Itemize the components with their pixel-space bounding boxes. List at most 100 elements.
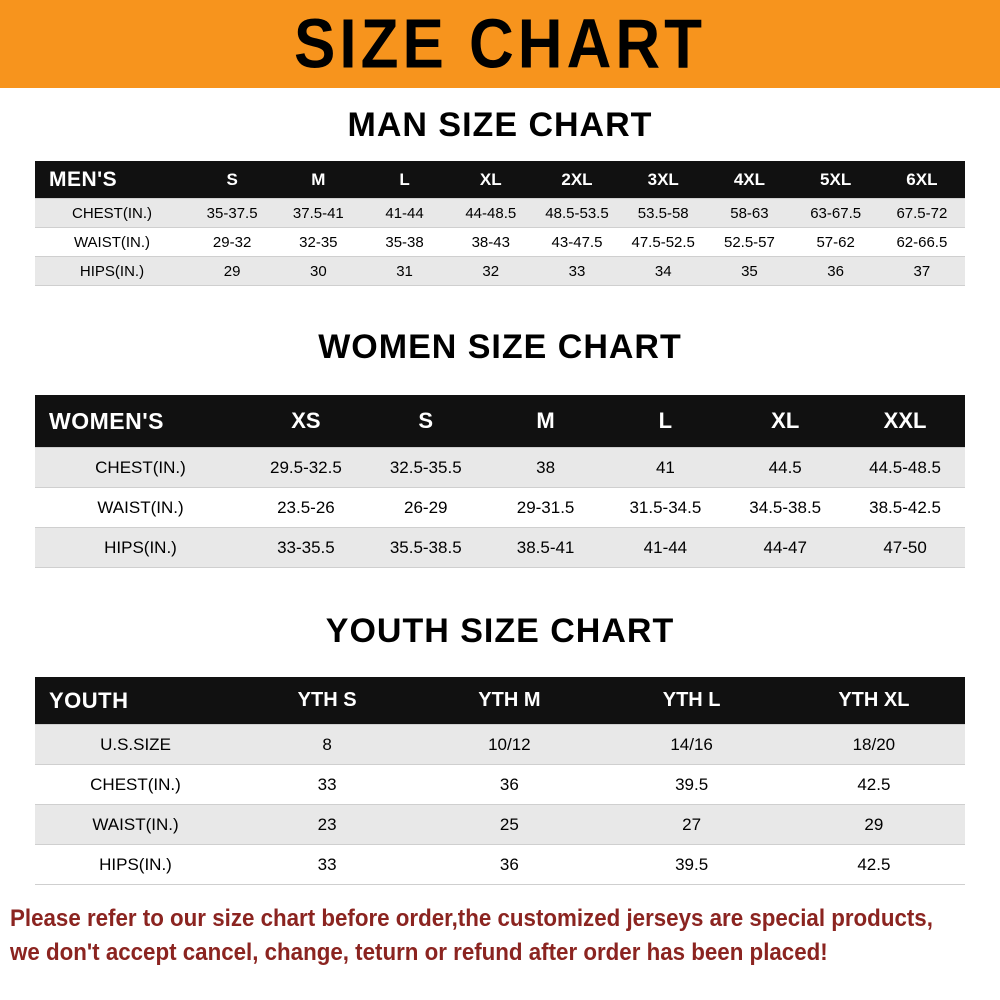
column-header: XL xyxy=(725,395,846,448)
table-label: WOMEN'S xyxy=(35,395,246,448)
size-value-cell: 38-43 xyxy=(447,227,534,257)
size-value-cell: 43-47.5 xyxy=(533,227,621,257)
size-value-cell: 31.5-34.5 xyxy=(605,487,726,528)
size-value-cell: 41-44 xyxy=(605,527,726,568)
size-value-cell: 44.5 xyxy=(725,447,846,488)
column-header: XL xyxy=(447,161,534,199)
youth-size-table: YOUTH YTH S YTH M YTH L YTH XL U.S.SIZE 8 10/12… xyxy=(35,677,965,885)
size-value-cell: 26-29 xyxy=(365,487,486,528)
youth-size-chart-section: YOUTH SIZE CHART YOUTH YTH S YTH M YTH L YTH… xyxy=(0,612,1000,885)
size-value-cell: 35-37.5 xyxy=(189,198,276,228)
size-value-cell: 29 xyxy=(782,804,965,845)
column-header: YTH XL xyxy=(782,677,965,725)
size-value-cell: 29-31.5 xyxy=(485,487,606,528)
table-row: WAIST(IN.) 23 25 27 29 xyxy=(35,804,965,845)
size-value-cell: 36 xyxy=(418,844,601,885)
men-size-table: MEN'S S M L XL 2XL 3XL 4XL 5XL 6XL CHEST(IN.) 35-37… xyxy=(35,161,965,286)
size-value-cell: 14/16 xyxy=(600,724,783,765)
size-value-cell: 53.5-58 xyxy=(620,198,707,228)
size-value-cell: 47-50 xyxy=(845,527,965,568)
table-row: CHEST(IN.) 33 36 39.5 42.5 xyxy=(35,764,965,805)
women-size-table: WOMEN'S XS S M L XL XXL CHEST(IN.) 29.5-32.5 32.5… xyxy=(35,395,965,568)
column-header: 4XL xyxy=(706,161,793,199)
row-label: HIPS(IN.) xyxy=(35,527,246,568)
column-header: YTH S xyxy=(236,677,419,725)
size-value-cell: 23.5-26 xyxy=(246,487,366,528)
table-row: HIPS(IN.) 33 36 39.5 42.5 xyxy=(35,844,965,885)
table-row: CHEST(IN.) 29.5-32.5 32.5-35.5 38 41 44.5 44.5… xyxy=(35,447,965,488)
row-label: HIPS(IN.) xyxy=(35,844,236,885)
header-row: WOMEN'S XS S M L XL XXL xyxy=(35,395,965,448)
row-label: WAIST(IN.) xyxy=(35,227,189,257)
size-value-cell: 63-67.5 xyxy=(792,198,879,228)
row-label: CHEST(IN.) xyxy=(35,764,236,805)
table-row: WAIST(IN.) 29-32 32-35 35-38 38-43 43-47.5 47.… xyxy=(35,227,965,257)
table-label: YOUTH xyxy=(35,677,236,725)
size-value-cell: 37 xyxy=(878,256,965,286)
size-value-cell: 29-32 xyxy=(189,227,276,257)
size-value-cell: 36 xyxy=(418,764,601,805)
size-value-cell: 42.5 xyxy=(782,764,965,805)
size-value-cell: 31 xyxy=(361,256,448,286)
size-value-cell: 52.5-57 xyxy=(706,227,793,257)
size-value-cell: 33 xyxy=(533,256,621,286)
size-value-cell: 32-35 xyxy=(275,227,362,257)
column-header: YTH M xyxy=(418,677,601,725)
table-row: U.S.SIZE 8 10/12 14/16 18/20 xyxy=(35,724,965,765)
size-value-cell: 39.5 xyxy=(600,764,783,805)
size-value-cell: 38.5-41 xyxy=(485,527,606,568)
size-value-cell: 38 xyxy=(485,447,606,488)
banner-title: SIZE CHART xyxy=(294,5,706,83)
size-value-cell: 33 xyxy=(236,764,419,805)
size-value-cell: 33 xyxy=(236,844,419,885)
column-header: XXL xyxy=(845,395,965,448)
column-header: S xyxy=(365,395,486,448)
header-row: MEN'S S M L XL 2XL 3XL 4XL 5XL 6XL xyxy=(35,161,965,199)
column-header: 2XL xyxy=(533,161,621,199)
size-value-cell: 44-48.5 xyxy=(447,198,534,228)
men-size-chart-section: MAN SIZE CHART MEN'S S M L XL 2XL 3XL 4XL 5XL 6XL… xyxy=(0,106,1000,286)
footer-note: Please refer to our size chart before or… xyxy=(0,905,1000,967)
row-label: WAIST(IN.) xyxy=(35,804,236,845)
size-value-cell: 27 xyxy=(600,804,783,845)
column-header: S xyxy=(189,161,276,199)
youth-section-heading: YOUTH SIZE CHART xyxy=(325,612,675,650)
women-size-chart-section: WOMEN SIZE CHART WOMEN'S XS S M L XL XXL CHEST(… xyxy=(0,328,1000,568)
size-value-cell: 34 xyxy=(620,256,707,286)
size-value-cell: 23 xyxy=(236,804,419,845)
column-header: XS xyxy=(246,395,366,448)
row-label: CHEST(IN.) xyxy=(35,447,246,488)
row-label: HIPS(IN.) xyxy=(35,256,189,286)
column-header: 5XL xyxy=(792,161,879,199)
size-value-cell: 47.5-52.5 xyxy=(620,227,707,257)
men-section-heading: MAN SIZE CHART xyxy=(347,106,653,144)
row-label: CHEST(IN.) xyxy=(35,198,189,228)
row-label: WAIST(IN.) xyxy=(35,487,246,528)
size-value-cell: 44-47 xyxy=(725,527,846,568)
size-value-cell: 33-35.5 xyxy=(246,527,366,568)
row-label: U.S.SIZE xyxy=(35,724,236,765)
size-value-cell: 32.5-35.5 xyxy=(365,447,486,488)
size-value-cell: 67.5-72 xyxy=(878,198,965,228)
column-header: L xyxy=(361,161,448,199)
column-header: 6XL xyxy=(878,161,965,199)
column-header: M xyxy=(485,395,606,448)
size-value-cell: 62-66.5 xyxy=(878,227,965,257)
column-header: L xyxy=(605,395,726,448)
footer-note-line-1: Please refer to our size chart before or… xyxy=(10,905,933,932)
table-row: CHEST(IN.) 35-37.5 37.5-41 41-44 44-48.5 48.5… xyxy=(35,198,965,228)
size-value-cell: 37.5-41 xyxy=(275,198,362,228)
size-value-cell: 48.5-53.5 xyxy=(533,198,621,228)
size-value-cell: 38.5-42.5 xyxy=(845,487,965,528)
size-value-cell: 25 xyxy=(418,804,601,845)
size-value-cell: 36 xyxy=(792,256,879,286)
table-label: MEN'S xyxy=(35,161,189,199)
size-value-cell: 41 xyxy=(605,447,726,488)
size-value-cell: 29.5-32.5 xyxy=(246,447,366,488)
column-header: 3XL xyxy=(620,161,707,199)
column-header: YTH L xyxy=(600,677,783,725)
table-row: HIPS(IN.) 33-35.5 35.5-38.5 38.5-41 41-44 44-… xyxy=(35,527,965,568)
table-row: WAIST(IN.) 23.5-26 26-29 29-31.5 31.5-34.5 34… xyxy=(35,487,965,528)
size-value-cell: 58-63 xyxy=(706,198,793,228)
size-value-cell: 41-44 xyxy=(361,198,448,228)
